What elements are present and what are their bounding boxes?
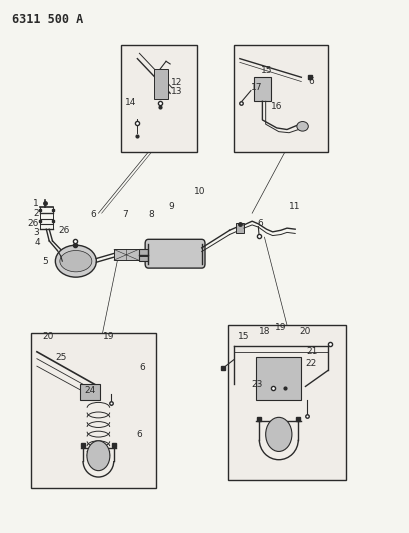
Text: 8: 8 <box>148 210 153 219</box>
Text: 6311 500 A: 6311 500 A <box>12 13 83 26</box>
Bar <box>227 325 346 480</box>
Circle shape <box>87 441 110 471</box>
Text: 20: 20 <box>43 333 54 341</box>
Bar <box>153 69 168 99</box>
Text: 6: 6 <box>308 77 314 85</box>
Bar <box>80 384 100 400</box>
Text: 2: 2 <box>33 209 39 217</box>
Text: 6: 6 <box>90 210 96 219</box>
Text: 1: 1 <box>33 199 39 208</box>
Text: 5: 5 <box>42 257 48 265</box>
Text: 10: 10 <box>194 188 205 196</box>
Text: 12: 12 <box>170 78 182 87</box>
Text: 23: 23 <box>251 381 263 389</box>
Ellipse shape <box>55 245 96 277</box>
Text: 6: 6 <box>139 364 145 372</box>
Bar <box>139 249 148 261</box>
Text: 17: 17 <box>250 84 261 92</box>
Bar <box>254 77 270 101</box>
Text: 25: 25 <box>55 353 66 361</box>
Text: 15: 15 <box>260 66 272 75</box>
Text: 22: 22 <box>304 359 316 368</box>
Text: 18: 18 <box>258 327 270 336</box>
Ellipse shape <box>60 251 92 272</box>
Bar <box>121 45 196 152</box>
Text: 26: 26 <box>58 226 69 235</box>
Text: 13: 13 <box>170 87 182 96</box>
Bar <box>235 223 243 233</box>
Text: 21: 21 <box>306 348 317 356</box>
Circle shape <box>265 417 291 451</box>
Text: 26: 26 <box>27 220 38 228</box>
Text: 3: 3 <box>33 229 39 237</box>
Text: 15: 15 <box>238 333 249 341</box>
Text: 19: 19 <box>274 324 286 332</box>
Text: 6: 6 <box>136 430 142 439</box>
Text: 11: 11 <box>288 202 299 211</box>
Text: 7: 7 <box>122 210 128 219</box>
Bar <box>256 357 301 400</box>
Bar <box>233 45 327 152</box>
Text: 24: 24 <box>84 386 96 394</box>
Text: 16: 16 <box>270 102 282 111</box>
Text: 14: 14 <box>124 98 136 107</box>
Text: 19: 19 <box>103 333 114 341</box>
Text: 4: 4 <box>34 238 40 247</box>
Bar <box>31 333 155 488</box>
Ellipse shape <box>296 122 308 131</box>
FancyBboxPatch shape <box>145 239 204 268</box>
Text: 6: 6 <box>257 220 263 228</box>
Text: 9: 9 <box>168 202 174 211</box>
Text: 20: 20 <box>299 327 310 336</box>
Bar <box>114 249 138 260</box>
